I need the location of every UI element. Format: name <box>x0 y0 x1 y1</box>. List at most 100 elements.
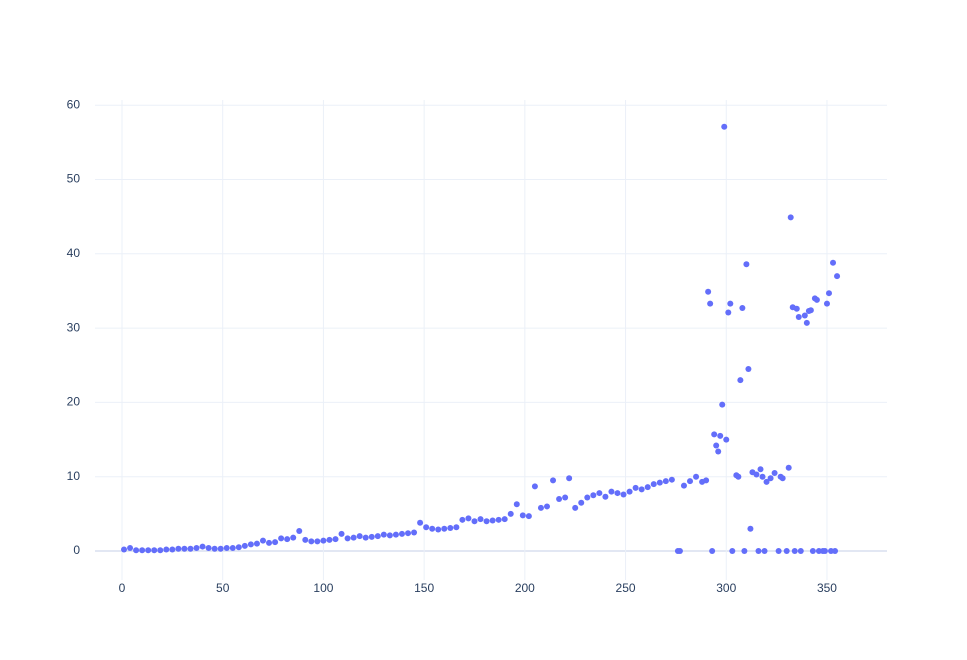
point <box>435 526 442 533</box>
point <box>217 545 224 552</box>
point <box>501 516 508 523</box>
point <box>638 486 645 493</box>
point <box>791 548 798 555</box>
point <box>483 518 490 525</box>
point <box>441 525 448 532</box>
point <box>566 475 573 482</box>
point <box>729 548 736 555</box>
point <box>133 547 140 554</box>
point <box>519 512 526 519</box>
y-tick-label: 60 <box>67 97 81 111</box>
point <box>562 494 569 501</box>
point <box>272 539 279 546</box>
point <box>707 300 714 307</box>
point <box>608 488 615 495</box>
point <box>767 475 774 482</box>
point <box>676 548 683 555</box>
point <box>453 524 460 531</box>
point <box>127 545 134 552</box>
point <box>721 123 728 130</box>
point <box>398 530 405 537</box>
point <box>507 510 514 517</box>
point <box>713 442 720 449</box>
point <box>423 524 430 531</box>
point <box>759 473 766 480</box>
point <box>223 545 230 552</box>
point <box>139 547 146 554</box>
point <box>229 545 236 552</box>
point <box>447 524 454 531</box>
x-tick-label: 300 <box>716 581 736 595</box>
y-tick-label: 40 <box>67 246 81 260</box>
point <box>145 547 152 554</box>
point <box>821 548 828 555</box>
x-tick-label: 200 <box>515 581 535 595</box>
point <box>807 307 814 314</box>
point <box>465 515 472 522</box>
point <box>417 519 424 526</box>
point <box>715 448 722 455</box>
point <box>793 305 800 312</box>
point <box>590 492 597 499</box>
point <box>211 545 218 552</box>
point <box>719 401 726 408</box>
point <box>163 546 170 553</box>
point <box>241 542 248 549</box>
point <box>813 296 820 303</box>
point <box>308 538 315 545</box>
point <box>253 540 260 547</box>
point <box>278 535 285 542</box>
point <box>302 536 309 543</box>
point <box>644 484 651 491</box>
point <box>693 473 700 480</box>
point <box>151 547 158 554</box>
y-tick-label: 0 <box>73 543 80 557</box>
point <box>320 537 327 544</box>
point <box>405 530 412 537</box>
point <box>531 483 538 490</box>
point <box>747 525 754 532</box>
point <box>169 546 176 553</box>
point <box>723 436 730 443</box>
point <box>578 499 585 506</box>
point <box>705 288 712 295</box>
point <box>632 484 639 491</box>
point <box>771 470 778 477</box>
point <box>374 533 381 540</box>
point <box>350 534 357 541</box>
point <box>779 475 786 482</box>
point <box>739 305 746 312</box>
point <box>687 478 694 485</box>
point <box>175 545 182 552</box>
point <box>121 546 128 553</box>
point <box>761 548 768 555</box>
x-tick-label: 100 <box>313 581 333 595</box>
x-tick-label: 50 <box>216 581 230 595</box>
y-tick-label: 30 <box>67 320 81 334</box>
point <box>356 533 363 540</box>
point <box>757 466 764 473</box>
point <box>602 493 609 500</box>
point <box>823 300 830 307</box>
point <box>741 548 748 555</box>
point <box>717 432 724 439</box>
point <box>187 545 194 552</box>
point <box>543 503 550 510</box>
point <box>755 548 762 555</box>
point <box>803 319 810 326</box>
point <box>725 309 732 316</box>
point <box>556 496 563 503</box>
point <box>834 273 841 280</box>
point <box>797 548 804 555</box>
point <box>513 501 520 508</box>
point <box>596 490 603 497</box>
point <box>495 516 502 523</box>
point <box>775 548 782 555</box>
point <box>753 471 760 478</box>
point <box>763 478 770 485</box>
point <box>783 548 790 555</box>
point <box>801 312 808 319</box>
point <box>459 516 466 523</box>
point <box>525 513 532 520</box>
